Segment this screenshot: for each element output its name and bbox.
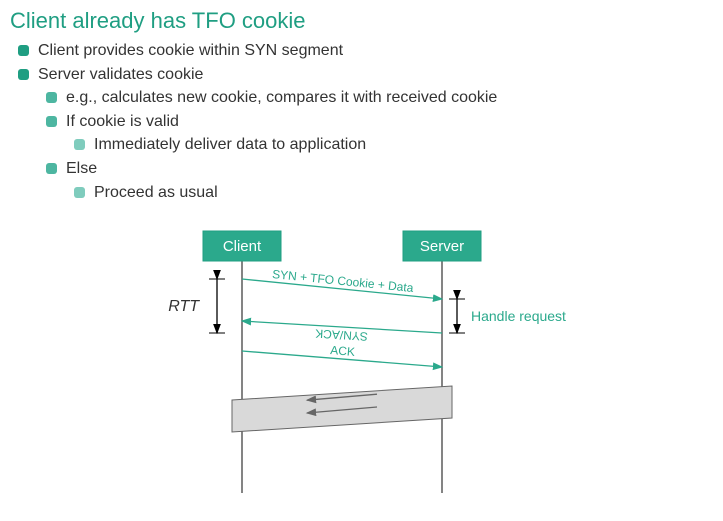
bullet-text: Else [66, 160, 97, 177]
list-item: e.g., calculates new cookie, compares it… [66, 87, 713, 109]
bullet-text: Immediately deliver data to application [94, 136, 366, 153]
svg-text:Handle request: Handle request [471, 308, 566, 324]
list-item: Server validates cookie e.g., calculates… [38, 64, 713, 204]
list-item: Client provides cookie within SYN segmen… [38, 40, 713, 62]
list-item: Proceed as usual [94, 182, 713, 204]
list-item: Else Proceed as usual [66, 158, 713, 203]
svg-text:Server: Server [419, 238, 463, 255]
bullet-text: e.g., calculates new cookie, compares it… [66, 89, 497, 106]
list-item: If cookie is valid Immediately deliver d… [66, 111, 713, 156]
page-title: Client already has TFO cookie [10, 8, 713, 34]
svg-text:SYN + TFO Cookie + Data: SYN + TFO Cookie + Data [271, 267, 414, 295]
svg-text:RTT: RTT [168, 298, 200, 315]
bullet-text: Client provides cookie within SYN segmen… [38, 42, 343, 59]
bullet-text: If cookie is valid [66, 113, 179, 130]
sequence-diagram: Client Server SYN + TFO Cookie + Data SYN/A… [10, 221, 713, 501]
bullet-text: Server validates cookie [38, 66, 203, 83]
svg-text:SYN/ACK: SYN/ACK [314, 327, 367, 344]
svg-text:Client: Client [222, 238, 261, 255]
bullet-text: Proceed as usual [94, 184, 218, 201]
bullet-list: Immediately deliver data to application [66, 134, 713, 156]
svg-text:ACK: ACK [329, 343, 355, 359]
sequence-svg: Client Server SYN + TFO Cookie + Data SYN/A… [102, 221, 622, 501]
bullet-list: Proceed as usual [66, 182, 713, 204]
list-item: Immediately deliver data to application [94, 134, 713, 156]
bullet-list: Client provides cookie within SYN segmen… [10, 40, 713, 203]
bullet-list: e.g., calculates new cookie, compares it… [38, 87, 713, 203]
